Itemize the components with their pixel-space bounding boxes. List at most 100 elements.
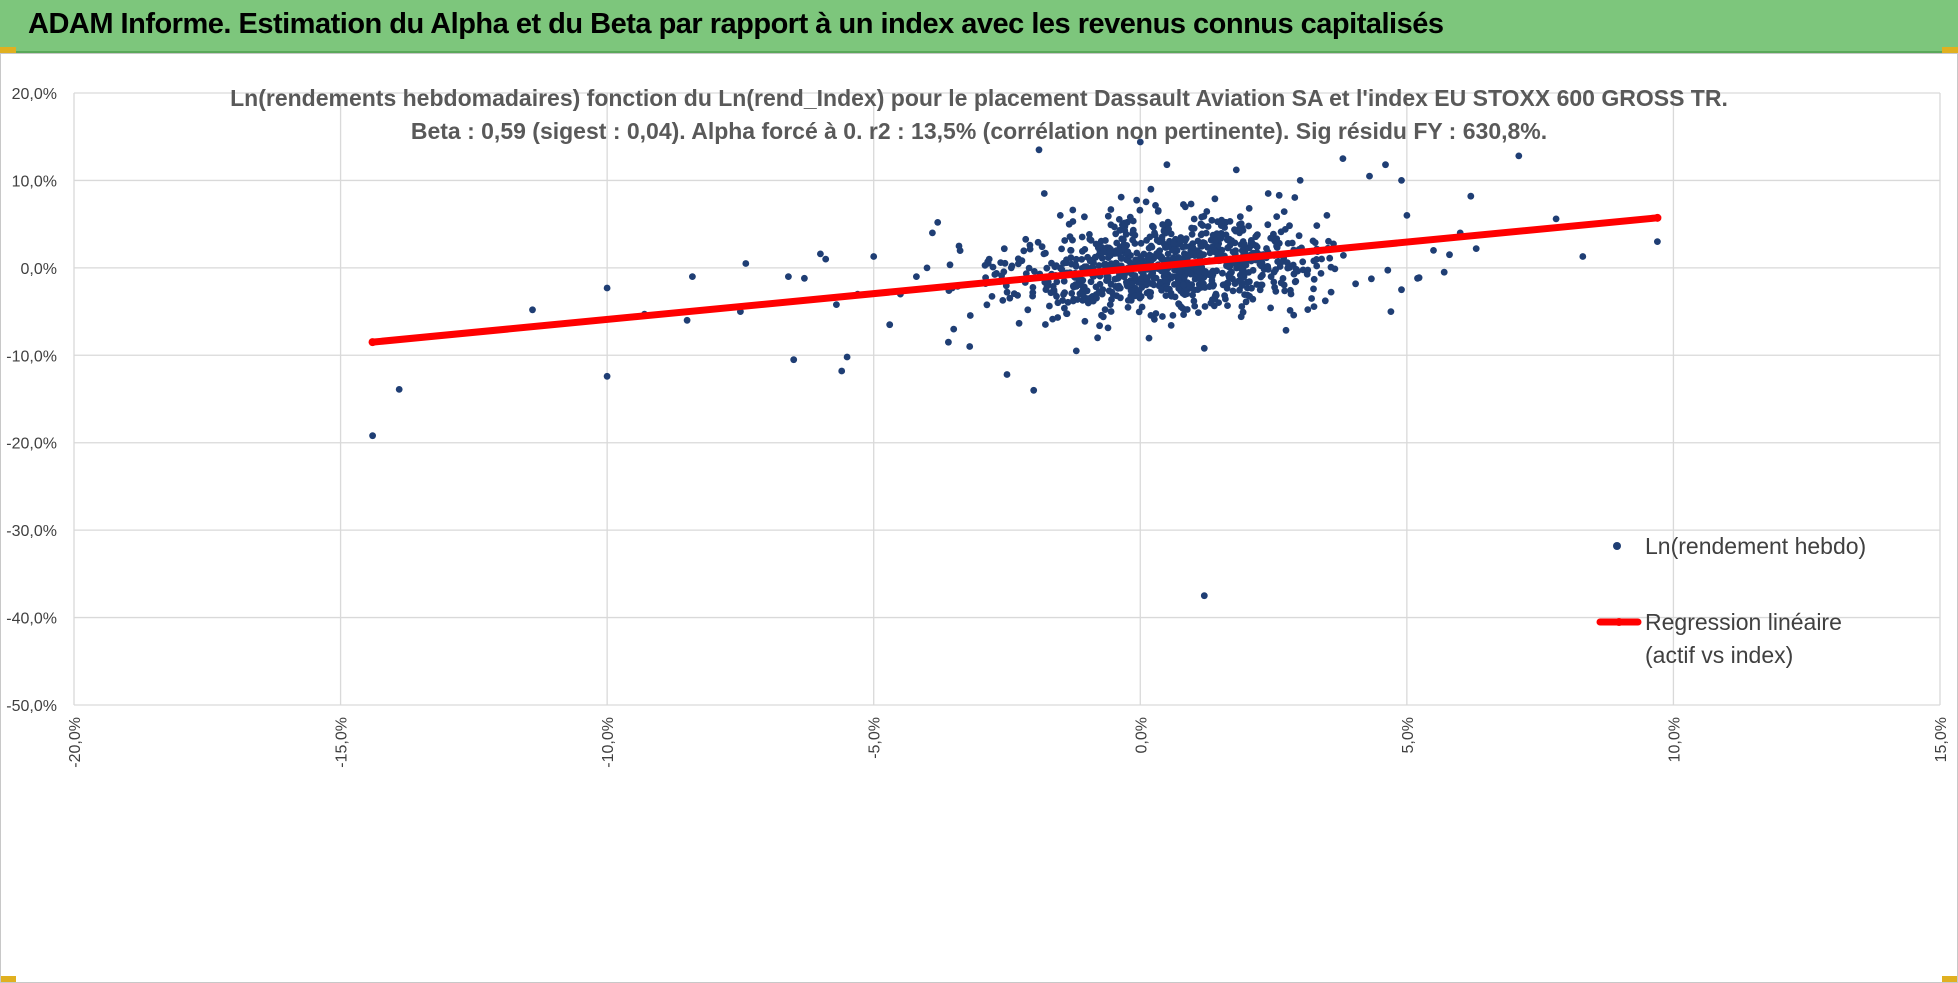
x-tick-label: -20,0%: [67, 717, 84, 768]
data-point: [1000, 245, 1008, 253]
data-point: [1175, 285, 1183, 292]
data-point: [1204, 223, 1212, 230]
data-point: [1229, 287, 1237, 295]
y-tick-label: 10,0%: [12, 173, 57, 190]
data-point: [1212, 248, 1219, 256]
data-point: [1238, 282, 1246, 289]
data-point: [1137, 253, 1145, 260]
data-point: [603, 284, 611, 292]
chart-title-line2: Beta : 0,59 (sigest : 0,04). Alpha forcé…: [411, 118, 1547, 144]
legend-item-line: Regression linéaire: [1645, 609, 1842, 635]
data-point: [1238, 247, 1246, 255]
data-point: [1313, 262, 1321, 270]
data-point: [1131, 272, 1139, 279]
x-tick-label: -5,0%: [867, 717, 884, 759]
data-point: [1117, 294, 1124, 302]
data-point: [1256, 286, 1264, 294]
frame-corner-bottom-left: [0, 976, 16, 983]
data-point: [1161, 269, 1168, 276]
data-point: [1195, 268, 1203, 275]
data-point: [1398, 286, 1405, 294]
data-point: [1146, 257, 1154, 265]
data-point: [1275, 191, 1283, 199]
data-point: [1162, 292, 1170, 299]
data-point: [1100, 261, 1108, 269]
data-point: [1267, 304, 1274, 312]
data-point: [1183, 306, 1191, 313]
data-point: [1171, 281, 1178, 288]
data-point: [1286, 307, 1294, 314]
data-point: [1054, 314, 1062, 321]
data-point: [1264, 190, 1272, 197]
data-point: [1029, 284, 1037, 291]
data-point: [1138, 274, 1145, 282]
banner-corner-left: [0, 47, 16, 54]
data-point: [1264, 265, 1272, 273]
y-tick-label: -50,0%: [6, 698, 57, 715]
data-point: [966, 312, 974, 319]
data-point: [1020, 247, 1028, 255]
data-point: [1263, 245, 1270, 252]
data-point: [1272, 266, 1279, 274]
data-point: [1164, 250, 1172, 258]
data-point: [1202, 229, 1210, 237]
data-point: [1040, 190, 1048, 197]
data-point: [1226, 263, 1234, 271]
data-point: [945, 338, 952, 346]
legend-marker-line-dot: [1615, 618, 1623, 626]
data-point: [1003, 371, 1011, 378]
data-point: [1366, 172, 1373, 180]
data-point: [1231, 226, 1238, 234]
data-point: [1237, 313, 1245, 321]
data-point: [1292, 266, 1300, 273]
x-tick-label: -15,0%: [334, 717, 351, 768]
data-points: [369, 138, 1661, 600]
data-point: [1352, 280, 1359, 288]
y-tick-label: 20,0%: [12, 86, 57, 103]
data-point: [1151, 229, 1158, 237]
data-point: [1515, 152, 1523, 160]
data-point: [1078, 256, 1086, 263]
data-point: [1135, 308, 1143, 316]
data-point: [1046, 302, 1053, 310]
regression-line-start: [368, 338, 377, 347]
data-point: [529, 306, 536, 314]
data-point: [1310, 303, 1318, 310]
data-point: [1024, 306, 1032, 314]
data-point: [1104, 212, 1112, 220]
data-point: [1063, 310, 1070, 317]
data-point: [1137, 239, 1145, 247]
data-point: [988, 293, 996, 300]
data-point: [985, 255, 993, 263]
data-point: [1183, 290, 1191, 298]
data-point: [1281, 287, 1289, 295]
data-point: [1107, 206, 1115, 213]
data-point: [1133, 196, 1141, 204]
data-point: [1273, 213, 1281, 221]
data-point: [1152, 274, 1160, 282]
data-point: [1267, 273, 1275, 280]
data-point: [1142, 198, 1150, 206]
legend: Ln(rendement hebdo) Regression linéaire …: [1596, 533, 1866, 668]
data-point: [1150, 223, 1157, 231]
data-point: [1132, 256, 1139, 264]
data-point: [1034, 238, 1042, 246]
data-point: [1114, 285, 1122, 292]
data-point: [1242, 298, 1250, 306]
data-point: [1108, 288, 1116, 296]
data-point: [1318, 255, 1325, 263]
data-point: [1086, 235, 1094, 243]
data-point: [1146, 251, 1154, 259]
data-point: [1195, 309, 1202, 316]
data-point: [1245, 205, 1253, 212]
data-point: [1061, 289, 1068, 296]
data-point: [1022, 235, 1030, 243]
data-point: [1295, 232, 1303, 240]
data-point: [1061, 304, 1068, 312]
data-point: [1038, 243, 1046, 251]
data-point: [1154, 207, 1162, 214]
data-point: [1107, 248, 1114, 256]
data-point: [1069, 206, 1077, 214]
data-point: [1163, 285, 1171, 293]
data-point: [822, 255, 830, 263]
